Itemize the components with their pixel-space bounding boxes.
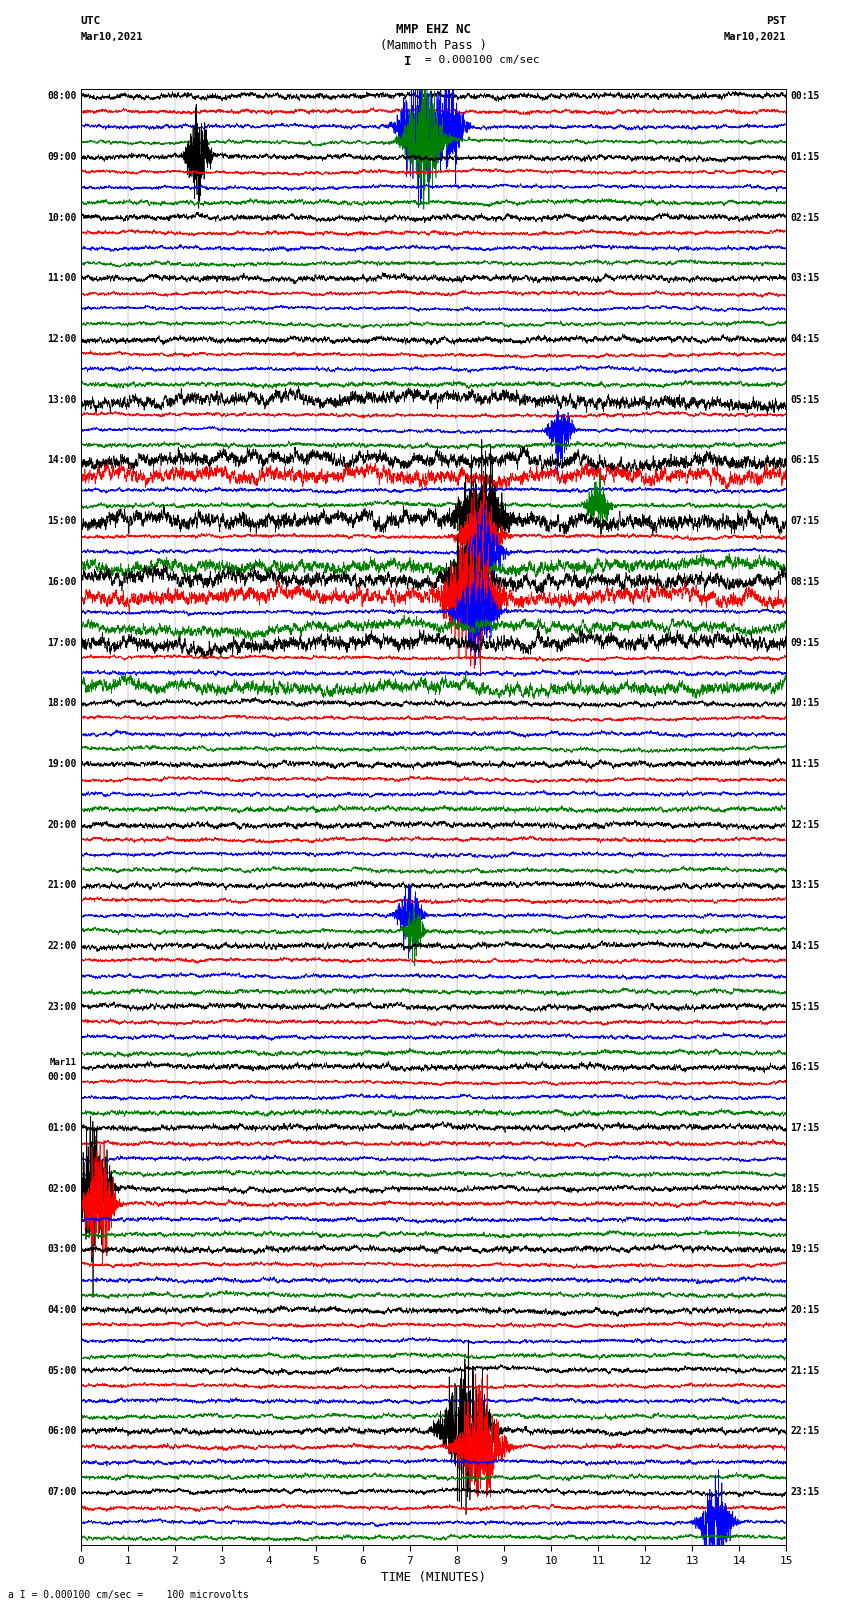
Text: 22:15: 22:15 xyxy=(790,1426,820,1437)
Text: (Mammoth Pass ): (Mammoth Pass ) xyxy=(380,39,487,52)
Text: 13:15: 13:15 xyxy=(790,881,820,890)
Text: 19:00: 19:00 xyxy=(47,758,76,769)
Text: 09:00: 09:00 xyxy=(47,152,76,161)
Text: 05:15: 05:15 xyxy=(790,395,820,405)
Text: 11:15: 11:15 xyxy=(790,758,820,769)
Text: 00:15: 00:15 xyxy=(790,92,820,102)
Text: 18:00: 18:00 xyxy=(47,698,76,708)
Text: 18:15: 18:15 xyxy=(790,1184,820,1194)
Text: UTC: UTC xyxy=(81,16,101,26)
Text: I: I xyxy=(405,55,411,68)
Text: 17:00: 17:00 xyxy=(47,637,76,647)
Text: MMP EHZ NC: MMP EHZ NC xyxy=(396,23,471,35)
Text: 23:15: 23:15 xyxy=(790,1487,820,1497)
Text: 14:00: 14:00 xyxy=(47,455,76,466)
Text: PST: PST xyxy=(766,16,786,26)
Text: Mar11: Mar11 xyxy=(49,1058,76,1066)
Text: 22:00: 22:00 xyxy=(47,940,76,952)
Text: 20:00: 20:00 xyxy=(47,819,76,829)
Text: 07:00: 07:00 xyxy=(47,1487,76,1497)
Text: 11:00: 11:00 xyxy=(47,273,76,284)
Text: 03:00: 03:00 xyxy=(47,1244,76,1255)
Text: 23:00: 23:00 xyxy=(47,1002,76,1011)
Text: 02:00: 02:00 xyxy=(47,1184,76,1194)
Text: 04:00: 04:00 xyxy=(47,1305,76,1315)
Text: 12:00: 12:00 xyxy=(47,334,76,344)
Text: 21:00: 21:00 xyxy=(47,881,76,890)
Text: Mar10,2021: Mar10,2021 xyxy=(81,32,144,42)
Text: 08:00: 08:00 xyxy=(47,92,76,102)
Text: 01:00: 01:00 xyxy=(47,1123,76,1132)
Text: 03:15: 03:15 xyxy=(790,273,820,284)
Text: 20:15: 20:15 xyxy=(790,1305,820,1315)
Text: 00:00: 00:00 xyxy=(47,1073,76,1082)
Text: 17:15: 17:15 xyxy=(790,1123,820,1132)
Text: Mar10,2021: Mar10,2021 xyxy=(723,32,786,42)
Text: 13:00: 13:00 xyxy=(47,395,76,405)
Text: a I = 0.000100 cm/sec =    100 microvolts: a I = 0.000100 cm/sec = 100 microvolts xyxy=(8,1590,249,1600)
Text: 08:15: 08:15 xyxy=(790,577,820,587)
Text: 15:15: 15:15 xyxy=(790,1002,820,1011)
Text: 12:15: 12:15 xyxy=(790,819,820,829)
Text: 10:15: 10:15 xyxy=(790,698,820,708)
Text: 16:00: 16:00 xyxy=(47,577,76,587)
Text: 14:15: 14:15 xyxy=(790,940,820,952)
Text: = 0.000100 cm/sec: = 0.000100 cm/sec xyxy=(425,55,540,65)
Text: 10:00: 10:00 xyxy=(47,213,76,223)
Text: 15:00: 15:00 xyxy=(47,516,76,526)
Text: 01:15: 01:15 xyxy=(790,152,820,161)
Text: 07:15: 07:15 xyxy=(790,516,820,526)
Text: 16:15: 16:15 xyxy=(790,1063,820,1073)
Text: 19:15: 19:15 xyxy=(790,1244,820,1255)
Text: 06:15: 06:15 xyxy=(790,455,820,466)
Text: 02:15: 02:15 xyxy=(790,213,820,223)
Text: 21:15: 21:15 xyxy=(790,1366,820,1376)
Text: 04:15: 04:15 xyxy=(790,334,820,344)
Text: 05:00: 05:00 xyxy=(47,1366,76,1376)
Text: 09:15: 09:15 xyxy=(790,637,820,647)
X-axis label: TIME (MINUTES): TIME (MINUTES) xyxy=(381,1571,486,1584)
Text: 06:00: 06:00 xyxy=(47,1426,76,1437)
